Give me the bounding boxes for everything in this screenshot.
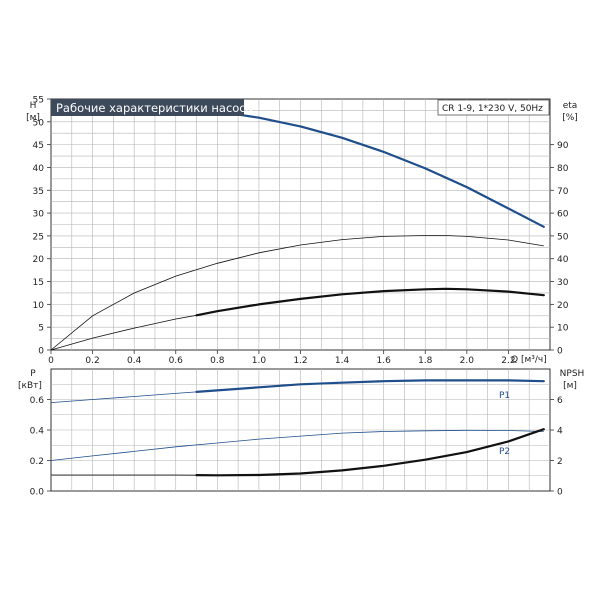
x-tick-label: 0.2 (85, 356, 99, 366)
y-left-top-symbol: H (30, 101, 37, 111)
y-left-tick-label: 0.2 (30, 457, 44, 467)
y-right-tick-label: 6 (557, 396, 563, 406)
y-left-tick-label: 40 (33, 164, 45, 174)
y-left-bottom-symbol: P (30, 369, 36, 379)
x-tick-label: 2.0 (460, 356, 475, 366)
y-right-tick-label: 10 (557, 324, 569, 334)
y-right-tick-label: 90 (557, 141, 569, 151)
x-tick-label: 0.4 (127, 356, 142, 366)
y-left-bottom-unit: [кВт] (18, 381, 42, 391)
x-tick-label: 1.6 (377, 356, 392, 366)
y-left-tick-label: 30 (33, 210, 45, 220)
y-left-tick-label: 10 (33, 301, 45, 311)
x-tick-label: 1.2 (293, 356, 307, 366)
model-label: CR 1-9, 1*230 V, 50Hz (442, 104, 543, 114)
y-right-tick-label: 20 (557, 301, 569, 311)
series-label-p1: P1 (499, 391, 510, 401)
x-axis-label: Q [м³/ч] (511, 355, 547, 365)
y-left-tick-label: 35 (33, 187, 44, 197)
x-tick-label: 0.6 (169, 356, 184, 366)
y-left-tick-label: 15 (33, 278, 44, 288)
y-right-top-unit: [%] (562, 113, 578, 123)
y-right-tick-label: 40 (557, 255, 569, 265)
x-tick-label: 1.4 (335, 356, 350, 366)
y-left-tick-label: 0 (38, 347, 44, 357)
y-right-bottom-symbol: NPSH (560, 369, 585, 379)
y-left-tick-label: 25 (33, 232, 44, 242)
y-right-tick-label: 0 (557, 347, 563, 357)
series-label-p2: P2 (499, 447, 510, 457)
chart-title: Рабочие характеристики насоса (56, 101, 253, 115)
y-left-tick-label: 45 (33, 141, 44, 151)
y-right-tick-label: 60 (557, 210, 569, 220)
x-tick-label: 1.0 (252, 356, 267, 366)
y-right-tick-label: 50 (557, 232, 569, 242)
y-left-tick-label: 0.0 (30, 488, 45, 498)
y-right-tick-label: 30 (557, 278, 569, 288)
y-left-top-unit: [м] (26, 113, 40, 123)
x-tick-label: 1.8 (418, 356, 433, 366)
y-right-bottom-unit: [м] (563, 381, 577, 391)
y-right-tick-label: 0 (557, 488, 563, 498)
x-tick-label: 0.8 (210, 356, 225, 366)
y-left-tick-label: 5 (38, 324, 44, 334)
y-right-tick-label: 80 (557, 164, 569, 174)
y-left-tick-label: 20 (33, 255, 45, 265)
y-right-top-symbol: eta (563, 101, 578, 111)
y-right-tick-label: 2 (557, 457, 563, 467)
y-right-tick-label: 4 (557, 427, 563, 437)
y-left-tick-label: 0.4 (30, 427, 45, 437)
x-tick-label: 0 (48, 356, 54, 366)
y-left-tick-label: 0.6 (30, 396, 45, 406)
y-right-tick-label: 70 (557, 187, 569, 197)
